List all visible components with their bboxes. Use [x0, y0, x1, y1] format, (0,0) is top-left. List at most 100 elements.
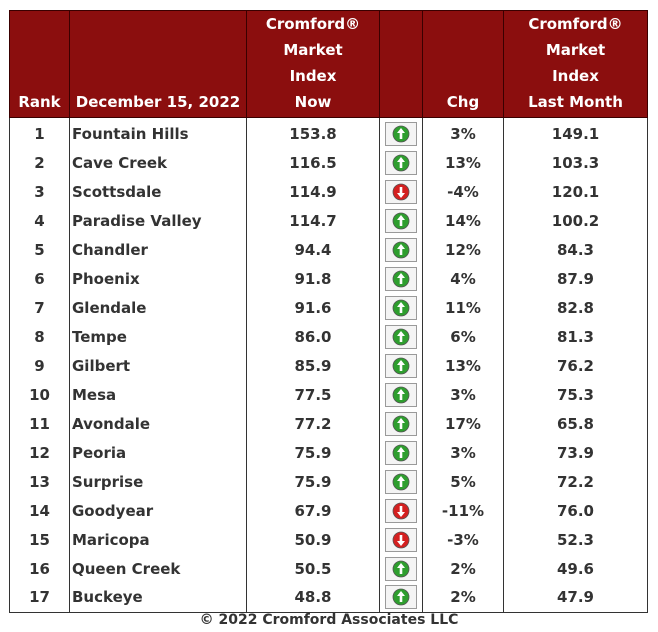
up-arrow-icon — [392, 154, 410, 171]
direction-cell — [379, 467, 423, 496]
up-arrow-icon — [392, 386, 410, 403]
index-last-month-cell: 120.1 — [503, 177, 648, 206]
header-arrow — [379, 10, 423, 118]
direction-indicator — [385, 411, 417, 436]
up-arrow-icon — [392, 270, 410, 287]
table-body: 1 Fountain Hills 153.8 3% 149.1 2 Cave Creek 11… — [9, 117, 648, 613]
up-arrow-icon — [392, 212, 410, 229]
header-index-last-month: Cromford® Market Index Last Month — [503, 10, 648, 118]
rank-cell: 11 — [9, 409, 70, 438]
rank-cell: 2 — [9, 148, 70, 177]
city-cell: Phoenix — [69, 264, 247, 293]
up-arrow-icon — [392, 328, 410, 345]
index-last-month-cell: 84.3 — [503, 235, 648, 264]
chg-cell: 5% — [422, 467, 504, 496]
chg-cell: 3% — [422, 117, 504, 148]
direction-cell — [379, 322, 423, 351]
header-index-now: Cromford® Market Index Now — [246, 10, 380, 118]
index-last-month-cell: 103.3 — [503, 148, 648, 177]
direction-indicator — [385, 440, 417, 465]
city-cell: Paradise Valley — [69, 206, 247, 235]
city-cell: Fountain Hills — [69, 117, 247, 148]
chg-cell: 2% — [422, 583, 504, 613]
direction-cell — [379, 117, 423, 148]
direction-cell — [379, 380, 423, 409]
direction-cell — [379, 177, 423, 206]
city-cell: Surprise — [69, 467, 247, 496]
direction-indicator — [385, 556, 417, 581]
market-index-table-frame: Rank December 15, 2022 Cromford® Market … — [9, 10, 648, 613]
header-row: Rank December 15, 2022 Cromford® Market … — [9, 10, 648, 118]
index-now-cell: 77.5 — [246, 380, 380, 409]
direction-indicator — [385, 382, 417, 407]
rank-cell: 14 — [9, 496, 70, 525]
down-arrow-icon — [392, 531, 410, 548]
index-last-month-cell: 149.1 — [503, 117, 648, 148]
index-last-month-cell: 76.0 — [503, 496, 648, 525]
table-row: 9 Gilbert 85.9 13% 76.2 — [9, 351, 648, 380]
direction-indicator — [385, 498, 417, 523]
table-row: 1 Fountain Hills 153.8 3% 149.1 — [9, 117, 648, 148]
city-cell: Maricopa — [69, 525, 247, 554]
rank-cell: 4 — [9, 206, 70, 235]
direction-indicator — [385, 237, 417, 262]
table-row: 5 Chandler 94.4 12% 84.3 — [9, 235, 648, 264]
direction-cell — [379, 206, 423, 235]
direction-indicator — [385, 527, 417, 552]
rank-cell: 3 — [9, 177, 70, 206]
market-index-table: Rank December 15, 2022 Cromford® Market … — [9, 10, 648, 613]
table-row: 10 Mesa 77.5 3% 75.3 — [9, 380, 648, 409]
direction-indicator — [385, 208, 417, 233]
index-last-month-cell: 81.3 — [503, 322, 648, 351]
chg-cell: 3% — [422, 438, 504, 467]
header-date: December 15, 2022 — [69, 10, 247, 118]
rank-cell: 16 — [9, 554, 70, 583]
direction-indicator — [385, 353, 417, 378]
rank-cell: 7 — [9, 293, 70, 322]
index-last-month-cell: 75.3 — [503, 380, 648, 409]
up-arrow-icon — [392, 415, 410, 432]
city-cell: Tempe — [69, 322, 247, 351]
table-row: 7 Glendale 91.6 11% 82.8 — [9, 293, 648, 322]
chg-cell: 2% — [422, 554, 504, 583]
index-now-cell: 153.8 — [246, 117, 380, 148]
city-cell: Glendale — [69, 293, 247, 322]
rank-cell: 6 — [9, 264, 70, 293]
chg-cell: 6% — [422, 322, 504, 351]
direction-indicator — [385, 266, 417, 291]
up-arrow-icon — [392, 473, 410, 490]
direction-indicator — [385, 122, 417, 146]
up-arrow-icon — [392, 299, 410, 316]
down-arrow-icon — [392, 502, 410, 519]
table-row: 11 Avondale 77.2 17% 65.8 — [9, 409, 648, 438]
index-now-cell: 114.7 — [246, 206, 380, 235]
direction-indicator — [385, 150, 417, 175]
city-cell: Gilbert — [69, 351, 247, 380]
table-row: 6 Phoenix 91.8 4% 87.9 — [9, 264, 648, 293]
city-cell: Cave Creek — [69, 148, 247, 177]
city-cell: Goodyear — [69, 496, 247, 525]
city-cell: Avondale — [69, 409, 247, 438]
up-arrow-icon — [392, 125, 410, 143]
direction-cell — [379, 438, 423, 467]
rank-cell: 13 — [9, 467, 70, 496]
chg-cell: 3% — [422, 380, 504, 409]
rank-cell: 12 — [9, 438, 70, 467]
index-now-cell: 85.9 — [246, 351, 380, 380]
chg-cell: 13% — [422, 148, 504, 177]
direction-cell — [379, 409, 423, 438]
index-last-month-cell: 72.2 — [503, 467, 648, 496]
up-arrow-icon — [392, 357, 410, 374]
direction-cell — [379, 351, 423, 380]
index-last-month-cell: 100.2 — [503, 206, 648, 235]
rank-cell: 9 — [9, 351, 70, 380]
up-arrow-icon — [392, 588, 410, 606]
direction-indicator — [385, 469, 417, 494]
direction-cell — [379, 148, 423, 177]
chg-cell: -4% — [422, 177, 504, 206]
chg-cell: 17% — [422, 409, 504, 438]
index-now-cell: 77.2 — [246, 409, 380, 438]
index-now-cell: 91.8 — [246, 264, 380, 293]
chg-cell: -3% — [422, 525, 504, 554]
index-last-month-cell: 49.6 — [503, 554, 648, 583]
